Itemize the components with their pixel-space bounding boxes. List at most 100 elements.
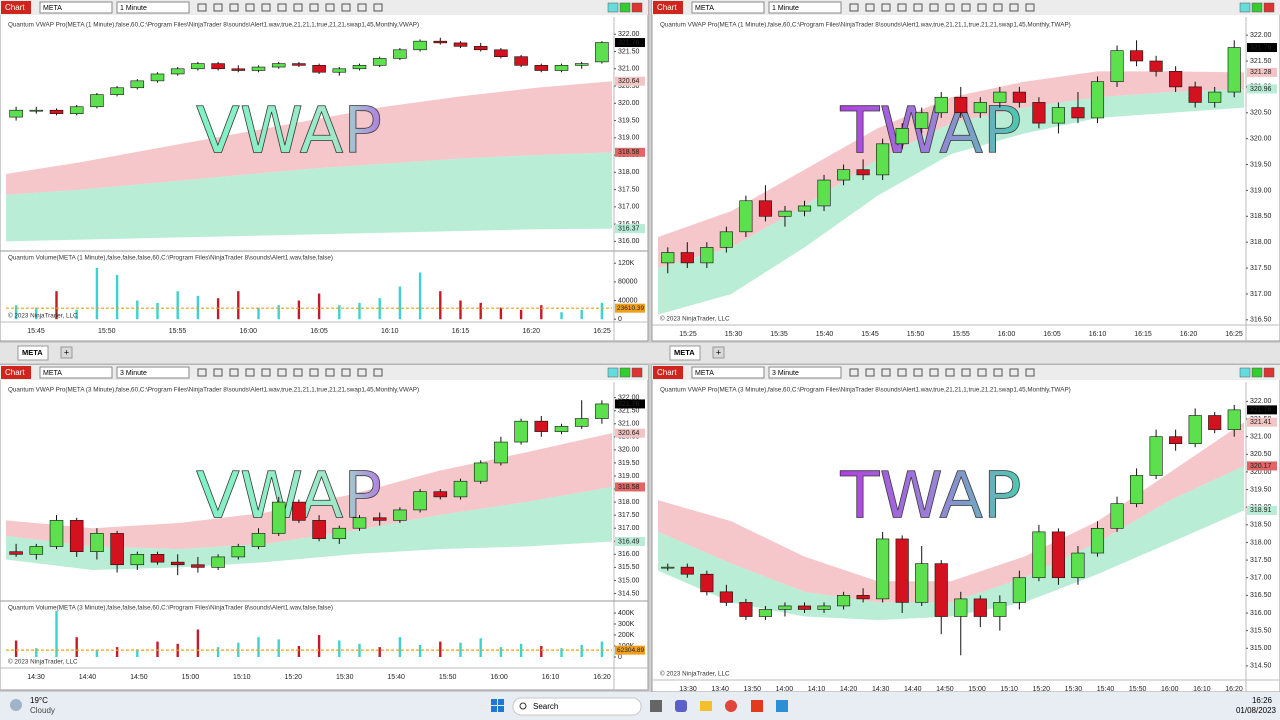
teams-icon[interactable] [675, 700, 687, 712]
price-tag [1247, 461, 1277, 471]
explorer-icon[interactable] [700, 701, 712, 711]
tab[interactable] [669, 345, 701, 361]
band-lower [6, 152, 612, 242]
ninjatrader-icon[interactable] [751, 700, 763, 712]
price-tick-label: 322.00 [618, 31, 640, 38]
add-tab-button[interactable] [712, 346, 725, 359]
toolbar-icon[interactable] [929, 368, 939, 377]
window-button[interactable] [619, 2, 631, 13]
window-button[interactable] [1251, 2, 1263, 13]
toolbar-icon[interactable] [293, 3, 303, 12]
toolbar-icon[interactable] [961, 368, 971, 377]
interval-dropdown[interactable] [116, 366, 190, 379]
toolbar-icon[interactable] [881, 368, 891, 377]
volume-bar [95, 650, 99, 657]
toolbar-icon[interactable] [993, 3, 1003, 12]
toolbar-icon[interactable] [849, 3, 859, 12]
toolbar-icon[interactable] [929, 3, 939, 12]
window-button[interactable] [607, 2, 619, 13]
toolbar-icon[interactable] [1009, 368, 1019, 377]
toolbar-icon[interactable] [945, 3, 955, 12]
toolbar-icon[interactable] [913, 368, 923, 377]
toolbar-icon[interactable] [977, 368, 987, 377]
toolbar-icon[interactable] [325, 3, 335, 12]
toolbar-icon[interactable] [213, 368, 223, 377]
window-button[interactable] [1263, 2, 1275, 13]
window-button[interactable] [1239, 2, 1251, 13]
toolbar-icon[interactable] [865, 368, 875, 377]
tab[interactable] [17, 345, 49, 361]
window-button[interactable] [607, 367, 619, 378]
window-button[interactable] [619, 367, 631, 378]
window-button[interactable] [1251, 367, 1263, 378]
volume-bar [35, 648, 38, 657]
toolbar-icon[interactable] [1025, 3, 1035, 12]
window-button[interactable] [1263, 367, 1275, 378]
toolbar-icon[interactable] [261, 3, 271, 12]
symbol-dropdown[interactable] [39, 1, 113, 14]
toolbar-icon[interactable] [245, 3, 255, 12]
toolbar-icon[interactable] [229, 3, 239, 12]
toolbar-icon[interactable] [977, 3, 987, 12]
candle-body [719, 591, 733, 603]
volume-tick-label: 120K [618, 260, 635, 267]
toolbar-icon[interactable] [865, 3, 875, 12]
chrome-icon[interactable] [725, 700, 737, 712]
symbol: META [43, 370, 62, 377]
toolbar-icon[interactable] [993, 368, 1003, 377]
toolbar-icon[interactable] [373, 3, 383, 12]
window-button[interactable] [1239, 367, 1251, 378]
search-box[interactable] [512, 697, 642, 716]
candle-body [778, 605, 792, 610]
toolbar-icon[interactable] [229, 368, 239, 377]
toolbar-icon[interactable] [961, 3, 971, 12]
candle-body [90, 533, 104, 553]
symbol-dropdown[interactable] [691, 1, 765, 14]
toolbar-icon[interactable] [1025, 368, 1035, 377]
window-button[interactable] [631, 367, 643, 378]
toolbar-icon[interactable] [849, 368, 859, 377]
toolbar-icon[interactable] [341, 368, 351, 377]
toolbar-icon[interactable] [277, 368, 287, 377]
toolbar-icon[interactable] [897, 3, 907, 12]
add-tab-button[interactable] [60, 346, 73, 359]
toolbar-icon[interactable] [373, 368, 383, 377]
start-button[interactable] [491, 699, 504, 712]
candle-body [700, 247, 714, 264]
toolbar-icon[interactable] [309, 368, 319, 377]
toolbar-icon[interactable] [357, 3, 367, 12]
symbol-dropdown[interactable] [39, 366, 113, 379]
price-tick-label: 317.00 [618, 204, 640, 211]
toolbar-icon[interactable] [881, 3, 891, 12]
toolbar-icon[interactable] [309, 3, 319, 12]
toolbar-icon[interactable] [197, 3, 207, 12]
toolbar-icon[interactable] [197, 368, 207, 377]
window-button[interactable] [631, 2, 643, 13]
interval-dropdown[interactable] [768, 1, 842, 14]
interval-dropdown[interactable] [116, 1, 190, 14]
toolbar-icon[interactable] [293, 368, 303, 377]
toolbar-icon[interactable] [897, 368, 907, 377]
interval-dropdown[interactable] [768, 366, 842, 379]
toolbar-icon[interactable] [325, 368, 335, 377]
toolbar-icon[interactable] [213, 3, 223, 12]
candle-body [817, 605, 831, 610]
symbol-dropdown[interactable] [691, 366, 765, 379]
time-label: 14:30 [27, 674, 45, 681]
toolbar-icon[interactable] [277, 3, 287, 12]
price-tick-label: 314.50 [1250, 663, 1272, 670]
toolbar-icon[interactable] [357, 368, 367, 377]
candle-body [856, 169, 870, 176]
toolbar-icon[interactable] [341, 3, 351, 12]
toolbar-icon[interactable] [1009, 3, 1019, 12]
time-label: 16:00 [490, 674, 508, 681]
app-icon[interactable] [776, 700, 788, 712]
toolbar-icon[interactable] [245, 368, 255, 377]
time-label: 15:10 [233, 674, 251, 681]
chart-label-bg [653, 366, 683, 379]
toolbar-icon[interactable] [945, 368, 955, 377]
toolbar-icon[interactable] [913, 3, 923, 12]
candle-body [211, 63, 225, 70]
toolbar-icon[interactable] [261, 368, 271, 377]
taskview-icon[interactable] [650, 700, 662, 712]
